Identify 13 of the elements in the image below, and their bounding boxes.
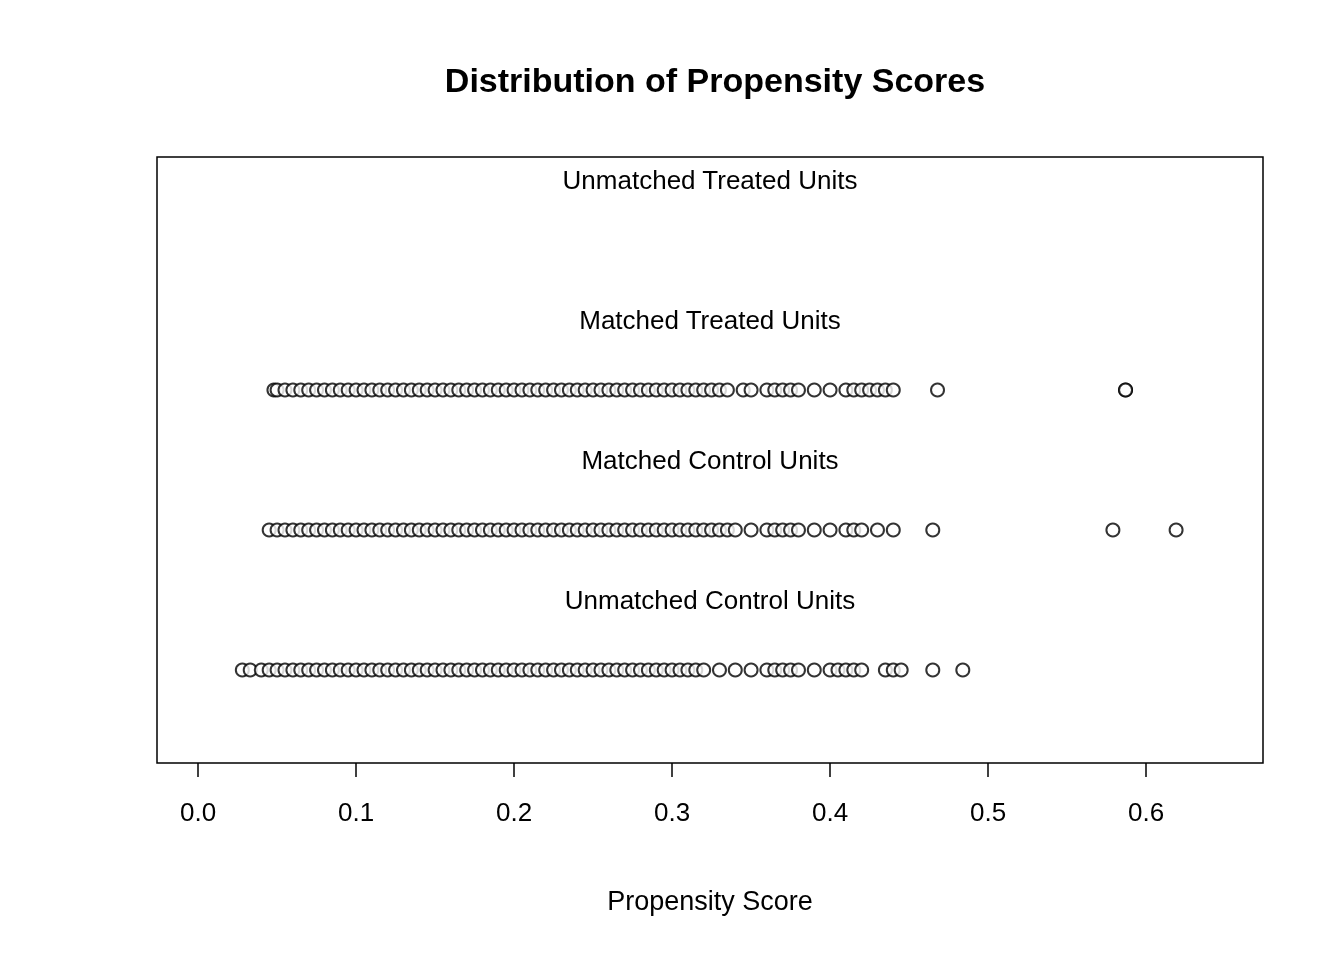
x-tick-label: 0.3 (654, 797, 691, 827)
y-tick-label: Matched Control Units (581, 445, 839, 476)
y-tick-label: Unmatched Treated Units (562, 164, 858, 195)
x-tick-label: 0.0 (180, 797, 217, 827)
x-tick-label: 0.4 (812, 797, 849, 827)
y-tick-label: Matched Treated Units (579, 304, 841, 335)
y-tick-label: Unmatched Control Units (564, 585, 856, 616)
x-axis-title: Propensity Score (607, 885, 813, 916)
x-tick-label: 0.1 (338, 797, 375, 827)
chart-title: Distribution of Propensity Scores (444, 61, 986, 99)
x-tick-label: 0.5 (970, 797, 1007, 827)
x-tick-label: 0.2 (496, 797, 533, 827)
x-tick-label: 0.6 (1128, 797, 1165, 827)
